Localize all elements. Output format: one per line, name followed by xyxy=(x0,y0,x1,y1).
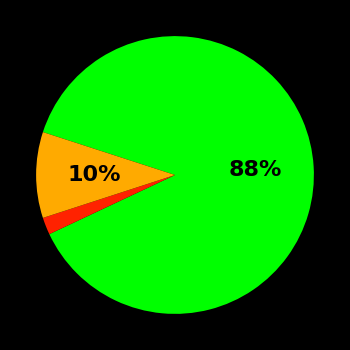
Wedge shape xyxy=(43,175,175,234)
Text: 10%: 10% xyxy=(68,165,121,185)
Wedge shape xyxy=(43,36,314,314)
Text: 88%: 88% xyxy=(229,160,282,180)
Wedge shape xyxy=(36,132,175,218)
